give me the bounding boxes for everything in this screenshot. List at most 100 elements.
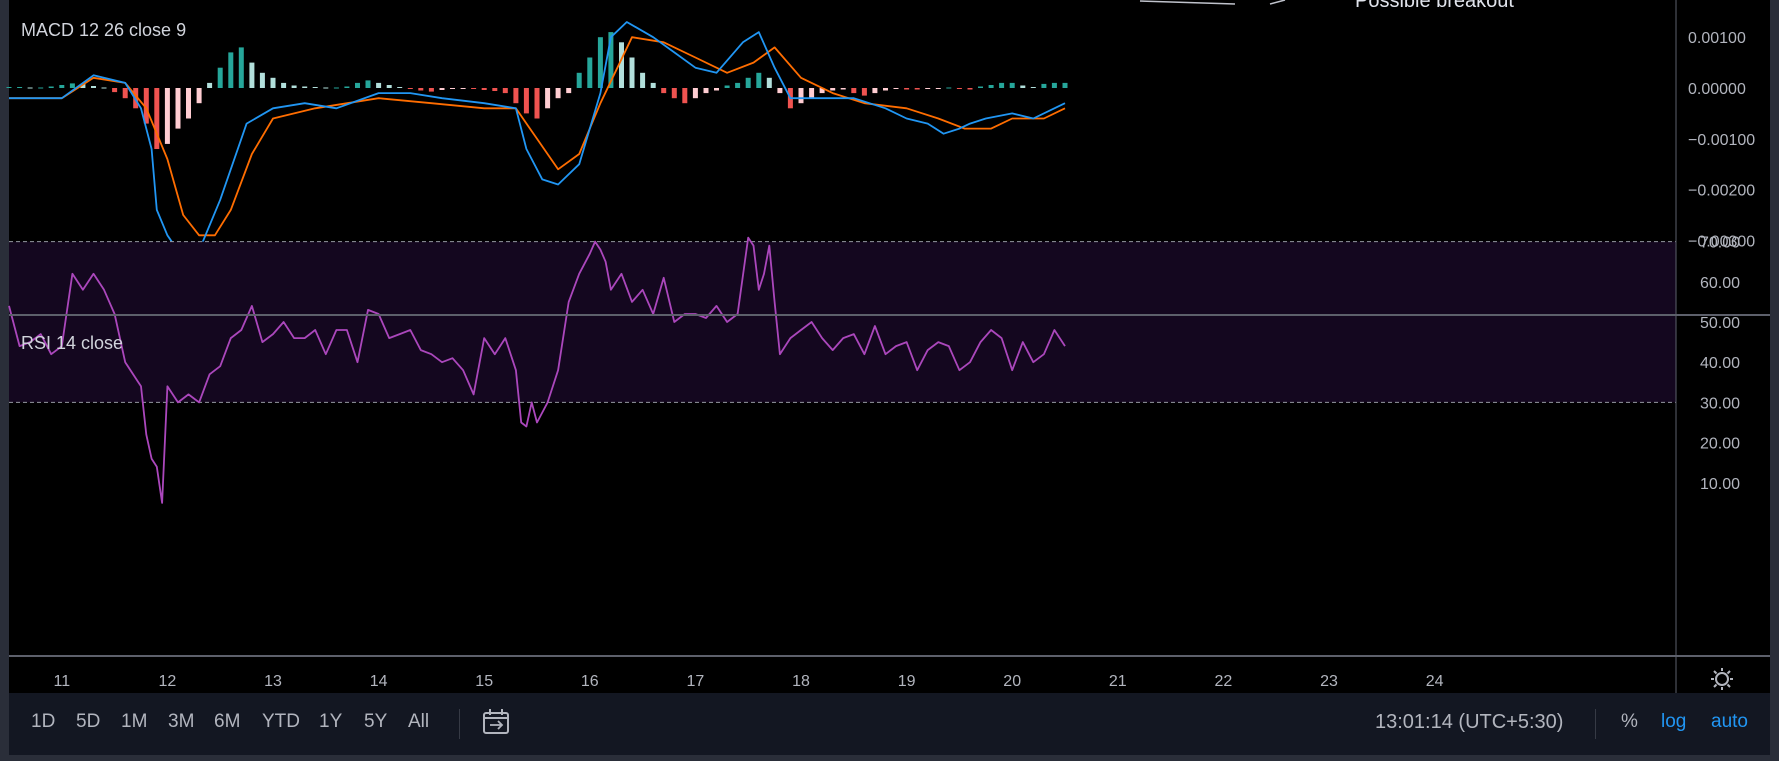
histogram-bar [883,88,888,91]
histogram-bar [344,86,350,88]
time-axis-label: 20 [1003,673,1021,690]
arrow-icon [1139,0,1236,5]
toolbar-divider [1595,709,1596,739]
histogram-bar [629,57,635,88]
histogram-bar [703,88,709,94]
range-1y-button[interactable]: 1Y [319,711,343,732]
histogram-bar [101,87,107,89]
clock-timezone[interactable]: 13:01:14 (UTC+5:30) [1375,711,1564,733]
histogram-bar [650,82,656,88]
rsi-axis-label: 40.00 [1700,355,1740,372]
histogram-bar [143,88,149,124]
histogram-bar [872,88,878,94]
rsi-axis-label: 70.00 [1700,235,1740,252]
time-axis-label: 24 [1426,673,1444,690]
rsi-pane-title: RSI 14 close [21,333,124,353]
range-ytd-button[interactable]: YTD [262,711,300,732]
histogram-bar [724,85,730,88]
histogram-bar [164,88,170,144]
histogram-bar [819,88,825,94]
range-3m-button[interactable]: 3M [168,711,195,732]
histogram-bar [59,85,65,88]
histogram-bar [893,88,899,89]
macd-axis-label: −0.00100 [1688,132,1755,149]
price-axis-column[interactable] [1676,0,1770,693]
range-1d-button[interactable]: 1D [31,711,56,732]
histogram-bar [523,88,529,114]
histogram-bar [460,88,466,89]
time-axis-label: 22 [1215,673,1233,690]
histogram-bar [38,87,44,89]
log-scale-toggle[interactable]: log [1661,711,1687,732]
histogram-bar [217,67,223,88]
histogram-bar [745,77,751,88]
time-axis-label: 12 [159,673,177,690]
histogram-bar [640,72,646,88]
histogram-bar [450,88,455,89]
histogram-bar [91,86,96,88]
histogram-bar [661,88,667,94]
histogram-bar [682,88,688,104]
histogram-bar [312,87,318,88]
histogram-bar [861,88,867,96]
time-axis-label: 13 [264,673,282,690]
macd-pane[interactable] [6,21,1068,262]
range-1m-button[interactable]: 1M [121,711,148,732]
histogram-bar [186,88,191,119]
histogram-bar [735,82,741,88]
range-6m-button[interactable]: 6M [214,711,241,732]
histogram-bar [809,88,815,99]
histogram-bar [355,82,360,88]
percent-toggle[interactable]: % [1621,711,1638,732]
histogram-bar [1062,82,1068,88]
time-axis-label: 19 [898,673,916,690]
range-all-button[interactable]: All [408,711,430,732]
histogram-bar [48,86,54,88]
histogram-bar [407,88,413,89]
histogram-bar [238,47,244,88]
histogram-bar [302,86,308,88]
histogram-bar [935,88,941,89]
histogram-bar [513,88,519,104]
histogram-bar [228,52,234,88]
histogram-bar [291,85,297,88]
rsi-axis-label: 30.00 [1700,395,1740,412]
histogram-bar [756,72,762,88]
histogram-bar [597,37,603,88]
histogram-bar [1020,85,1026,88]
time-axis-label: 16 [581,673,599,690]
rsi-axis-label: 50.00 [1700,315,1740,332]
rsi-band [9,241,1676,403]
histogram-bar [69,83,75,88]
histogram-bar [830,88,836,91]
calendar-range-icon[interactable] [481,707,511,737]
histogram-bar [766,77,772,88]
macd-axis-label: −0.00200 [1688,183,1755,200]
histogram-bar [333,87,339,89]
histogram-bar [576,72,582,88]
gear-icon[interactable] [1711,668,1733,690]
rsi-axis-label: 20.00 [1700,436,1740,453]
histogram-bar [777,88,783,94]
histogram-bar [925,88,931,89]
histogram-bar [714,88,719,91]
range-5d-button[interactable]: 5D [76,711,101,732]
histogram-bar [999,82,1005,88]
histogram-bar [281,82,287,88]
histogram-bar [196,88,202,104]
rsi-axis-label: 10.00 [1700,476,1740,493]
rsi-pane[interactable] [8,236,1676,504]
time-axis-label: 21 [1109,673,1127,690]
auto-scale-toggle[interactable]: auto [1711,711,1748,732]
histogram-bar [692,88,698,99]
histogram-bar [481,88,487,90]
histogram-bar [988,85,994,88]
range-5y-button[interactable]: 5Y [364,711,388,732]
histogram-bar [956,88,962,89]
macd-axis-label: 0.00000 [1688,81,1746,98]
time-axis-label: 17 [687,673,705,690]
histogram-bar [207,82,213,88]
histogram-bar [122,88,128,99]
arrow-head [1269,0,1286,5]
